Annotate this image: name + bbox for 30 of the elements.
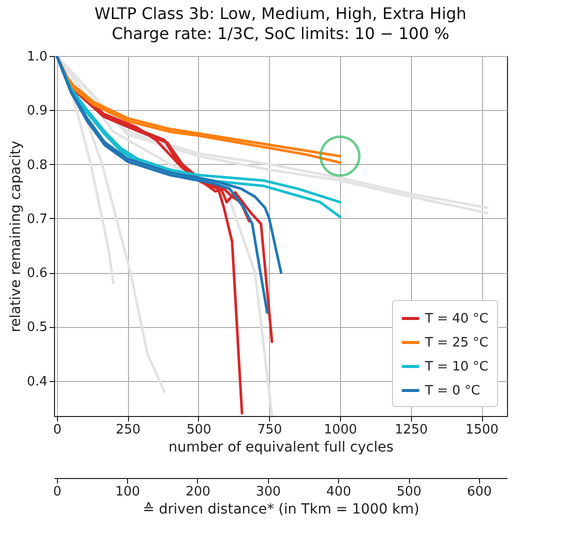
x2-tick-label: 0 (53, 484, 62, 500)
x-tick-label: 250 (116, 422, 141, 438)
x2-tick-label: 400 (326, 484, 352, 500)
x2-tick-label: 200 (186, 484, 210, 500)
x-tick-label: 750 (257, 422, 282, 438)
x2-tick-label: 500 (396, 484, 422, 500)
x-tick-label: 1250 (394, 422, 428, 438)
y-axis-title: relative remaining capacity (8, 140, 24, 332)
x2-tick-label: 100 (115, 484, 140, 500)
y-tick-label: 0.4 (26, 374, 48, 390)
y-tick-label: 0.8 (26, 158, 48, 173)
chart-title: WLTP Class 3b: Low, Medium, High, Extra High (94, 4, 466, 23)
y-tick-label: 0.9 (26, 104, 48, 119)
chart-subtitle: Charge rate: 1/3C, SoC limits: 10 − 100 % (112, 24, 450, 43)
legend-label: T = 10 °C (424, 360, 488, 374)
x-tick-label: 1000 (324, 422, 358, 438)
y-tick-label: 0.6 (26, 266, 48, 282)
x-tick-label: 0 (53, 422, 62, 438)
legend-label: T = 40 °C (424, 312, 488, 326)
x2-tick-label: 300 (256, 484, 281, 500)
y-tick-label: 0.5 (26, 320, 48, 336)
x-tick-label: 1500 (465, 422, 499, 438)
x2-axis-title: ≙ driven distance* (in Tkm = 1000 km) (142, 502, 420, 518)
x-tick-label: 500 (186, 422, 212, 438)
x2-tick-label: 600 (466, 484, 492, 500)
x-axis-title: number of equivalent full cycles (168, 440, 394, 456)
legend-label: T = 25 °C (424, 336, 488, 350)
y-tick-label: 0.7 (26, 212, 48, 227)
y-tick-label: 1.0 (26, 50, 48, 64)
legend-label: T = 0 °C (424, 384, 480, 398)
